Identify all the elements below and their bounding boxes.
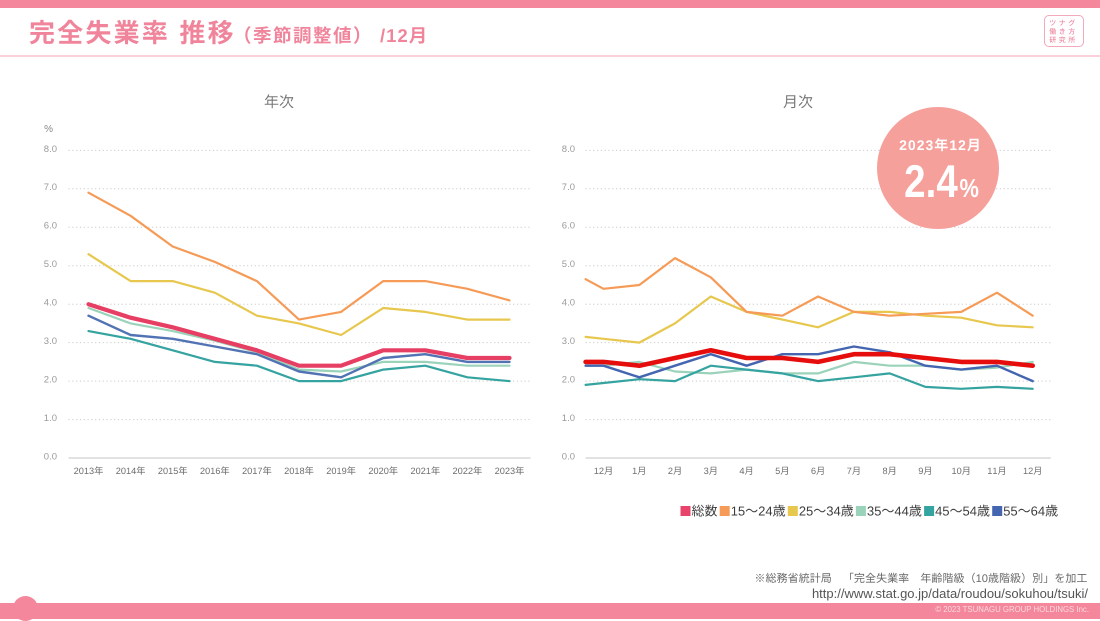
svg-text:0.0: 0.0 [44,451,57,462]
svg-text:0.0: 0.0 [562,451,575,462]
svg-text:1.0: 1.0 [562,413,575,424]
svg-text:5.0: 5.0 [44,259,57,270]
svg-text:4.0: 4.0 [562,298,575,309]
svg-text:5.0: 5.0 [562,259,575,270]
svg-text:8.0: 8.0 [44,144,57,155]
svg-text:2.0: 2.0 [562,375,575,386]
svg-text:4.0: 4.0 [44,298,57,309]
svg-text:3.0: 3.0 [562,336,575,347]
svg-text:3.0: 3.0 [44,336,57,347]
svg-text:8.0: 8.0 [562,144,575,155]
svg-text:1.0: 1.0 [44,413,57,424]
svg-text:6.0: 6.0 [44,221,57,232]
svg-text:2.0: 2.0 [44,375,57,386]
svg-text:%: % [44,124,53,135]
svg-text:7.0: 7.0 [562,182,575,193]
svg-text:7.0: 7.0 [44,182,57,193]
svg-text:6.0: 6.0 [562,221,575,232]
